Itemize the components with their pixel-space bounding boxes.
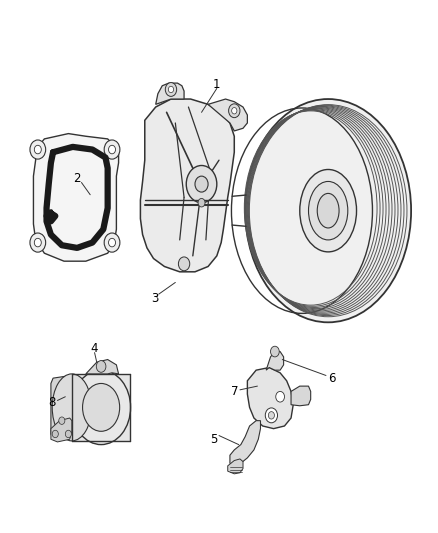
Polygon shape [230, 421, 261, 466]
Polygon shape [247, 368, 293, 429]
Circle shape [96, 361, 106, 372]
Text: 5: 5 [210, 433, 217, 446]
Polygon shape [51, 375, 72, 439]
Circle shape [65, 430, 71, 438]
Circle shape [30, 140, 46, 159]
Ellipse shape [245, 99, 411, 322]
Ellipse shape [317, 193, 339, 228]
Circle shape [229, 104, 240, 118]
Text: 4: 4 [91, 342, 98, 356]
Text: 1: 1 [213, 78, 221, 91]
Polygon shape [33, 134, 119, 261]
Text: 3: 3 [151, 292, 158, 305]
Circle shape [178, 257, 190, 271]
Ellipse shape [52, 374, 92, 441]
Circle shape [30, 233, 46, 252]
Polygon shape [228, 459, 243, 474]
Polygon shape [51, 418, 72, 442]
Circle shape [271, 346, 279, 357]
Circle shape [265, 408, 278, 423]
Circle shape [186, 165, 217, 203]
Polygon shape [208, 99, 247, 131]
Circle shape [276, 391, 285, 402]
Polygon shape [72, 374, 130, 441]
Circle shape [198, 198, 205, 207]
Polygon shape [141, 99, 234, 272]
Circle shape [104, 233, 120, 252]
Circle shape [232, 108, 237, 114]
Polygon shape [266, 352, 284, 370]
Circle shape [104, 140, 120, 159]
Ellipse shape [300, 169, 357, 252]
Circle shape [34, 146, 41, 154]
Circle shape [109, 146, 116, 154]
Text: 6: 6 [328, 372, 336, 385]
Ellipse shape [82, 383, 120, 431]
Polygon shape [86, 360, 119, 374]
Circle shape [34, 238, 41, 247]
Circle shape [195, 176, 208, 192]
Polygon shape [291, 386, 311, 406]
Circle shape [168, 86, 173, 93]
Circle shape [268, 411, 275, 419]
Circle shape [165, 83, 177, 96]
Circle shape [59, 417, 65, 424]
Circle shape [52, 430, 58, 438]
Polygon shape [155, 83, 184, 104]
Text: 8: 8 [49, 395, 56, 409]
Text: 7: 7 [231, 385, 238, 398]
Text: 2: 2 [73, 172, 81, 185]
Ellipse shape [308, 181, 348, 240]
Circle shape [109, 238, 116, 247]
Ellipse shape [72, 370, 131, 445]
